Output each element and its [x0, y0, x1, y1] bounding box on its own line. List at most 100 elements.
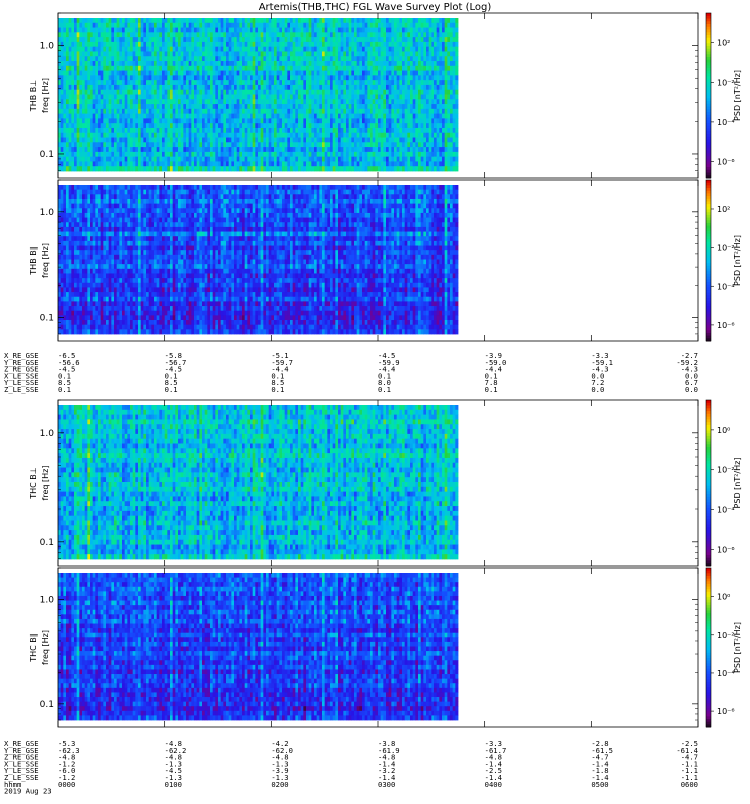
spectrogram-cell	[247, 28, 250, 33]
spectrogram-cell	[138, 80, 141, 85]
spectrogram-cell	[223, 109, 226, 114]
spectrogram-cell	[431, 157, 434, 162]
spectrogram-cell	[93, 75, 96, 80]
spectrogram-cell	[215, 118, 218, 123]
spectrogram-cell	[279, 42, 282, 47]
spectrogram-cell	[159, 37, 162, 42]
spectrogram-cell	[231, 90, 234, 95]
spectrogram-cell	[293, 118, 296, 123]
spectrogram-cell	[378, 56, 381, 61]
spectrogram-cell	[143, 147, 146, 152]
spectrogram-cell	[165, 42, 168, 47]
spectrogram-cell	[397, 133, 400, 138]
spectrogram-cell	[349, 152, 352, 157]
spectrogram-cell	[399, 32, 402, 37]
spectrogram-cell	[426, 66, 429, 71]
spectrogram-cell	[125, 142, 128, 147]
spectrogram-cell	[365, 114, 368, 119]
spectrogram-cell	[319, 75, 322, 80]
spectrogram-cell	[434, 32, 437, 37]
spectrogram-cell	[327, 142, 330, 147]
spectrogram-cell	[167, 56, 170, 61]
spectrogram-cell	[242, 28, 245, 33]
spectrogram-cell	[338, 138, 341, 143]
spectrogram-cell	[175, 118, 178, 123]
spectrogram-cell	[370, 61, 373, 66]
spectrogram-cell	[98, 142, 101, 147]
spectrogram-cell	[175, 80, 178, 85]
spectrogram-cell	[93, 23, 96, 28]
spectrogram-cell	[261, 47, 264, 52]
spectrogram-cell	[242, 51, 245, 56]
spectrogram-cell	[317, 61, 320, 66]
spectrogram-cell	[237, 28, 240, 33]
spectrogram-cell	[335, 75, 338, 80]
spectrogram-cell	[399, 138, 402, 143]
spectrogram-cell	[114, 104, 117, 109]
spectrogram-cell	[335, 99, 338, 104]
spectrogram-cell	[151, 118, 154, 123]
spectrogram-cell	[173, 157, 176, 162]
spectrogram-cell	[154, 90, 157, 95]
spectrogram-cell	[183, 61, 186, 66]
spectrogram-cell	[445, 47, 448, 52]
spectrogram-cell	[279, 166, 282, 171]
spectrogram-cell	[202, 47, 205, 52]
spectrogram-cell	[357, 47, 360, 52]
spectrogram-cell	[95, 61, 98, 66]
spectrogram-cell	[309, 80, 312, 85]
spectrogram-cell	[117, 66, 120, 71]
spectrogram-cell	[343, 95, 346, 100]
spectrogram-cell	[319, 85, 322, 90]
spectrogram-cell	[165, 161, 168, 166]
spectrogram-cell	[341, 71, 344, 76]
spectrogram-cell	[221, 85, 224, 90]
spectrogram-cell	[103, 123, 106, 128]
spectrogram-cell	[111, 66, 114, 71]
spectrogram-cell	[434, 161, 437, 166]
spectrogram-cell	[399, 42, 402, 47]
spectrogram-cell	[322, 95, 325, 100]
spectrogram-cell	[159, 118, 162, 123]
spectrogram-cell	[455, 152, 458, 157]
spectrogram-cell	[354, 90, 357, 95]
spectrogram-cell	[325, 66, 328, 71]
spectrogram-cell	[117, 142, 120, 147]
spectrogram-cell	[117, 71, 120, 76]
spectrogram-cell	[423, 42, 426, 47]
spectrogram-cell	[434, 128, 437, 133]
spectrogram-cell	[261, 37, 264, 42]
spectrogram-cell	[402, 123, 405, 128]
spectrogram-cell	[122, 142, 125, 147]
spectrogram-cell	[381, 147, 384, 152]
spectrogram-cell	[397, 85, 400, 90]
spectrogram-cell	[119, 138, 122, 143]
spectrogram-cell	[391, 166, 394, 171]
spectrogram-cell	[322, 66, 325, 71]
spectrogram-cell	[95, 56, 98, 61]
spectrogram-cell	[405, 95, 408, 100]
spectrogram-cell	[101, 95, 104, 100]
spectrogram-cell	[93, 95, 96, 100]
spectrogram-cell	[162, 47, 165, 52]
spectrogram-cell	[181, 166, 184, 171]
spectrogram-cell	[141, 71, 144, 76]
spectrogram-cell	[74, 147, 77, 152]
spectrogram-cell	[237, 32, 240, 37]
spectrogram-cell	[58, 66, 61, 71]
spectrogram-cell	[205, 95, 208, 100]
spectrogram-cell	[338, 95, 341, 100]
spectrogram-cell	[223, 75, 226, 80]
spectrogram-cell	[223, 157, 226, 162]
spectrogram-cell	[266, 147, 269, 152]
spectrogram-cell	[434, 47, 437, 52]
spectrogram-cell	[274, 75, 277, 80]
spectrogram-cell	[231, 51, 234, 56]
spectrogram-cell	[170, 80, 173, 85]
spectrogram-cell	[239, 109, 242, 114]
spectrogram-cell	[301, 28, 304, 33]
spectrogram-cell	[309, 28, 312, 33]
spectrogram-cell	[149, 147, 152, 152]
spectrogram-cell	[234, 185, 237, 190]
spectrogram-cell	[311, 152, 314, 157]
